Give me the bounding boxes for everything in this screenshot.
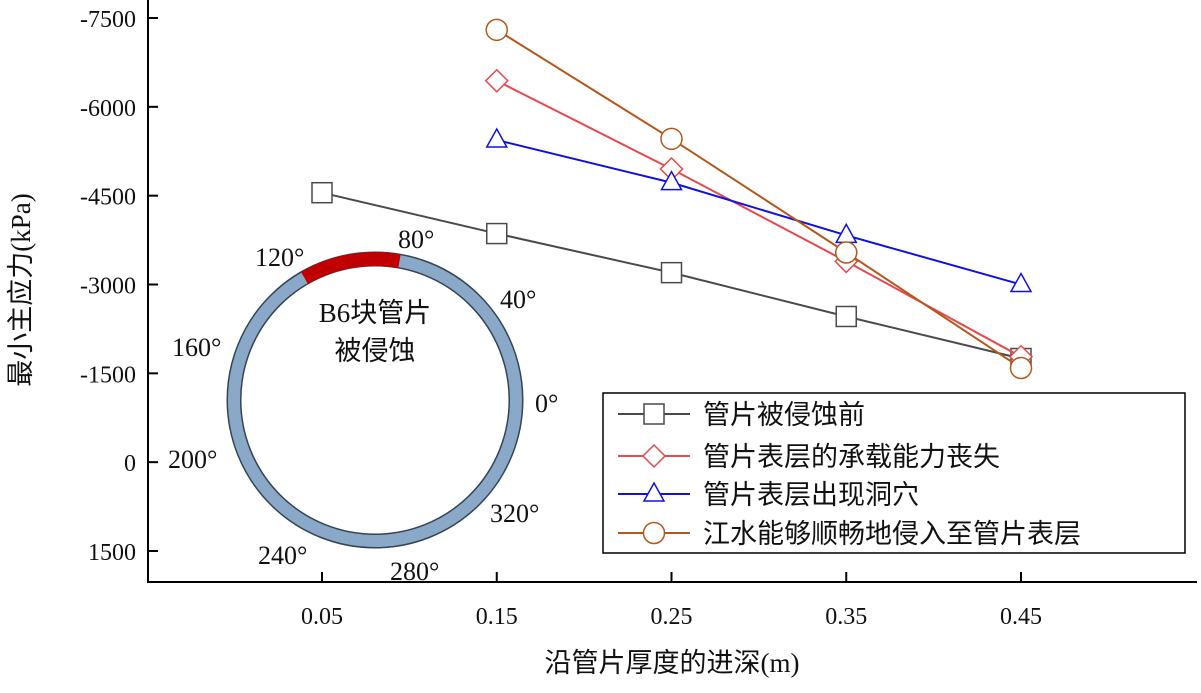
y-tick-label: -7500 [80,7,136,33]
data-point-circle [485,18,508,42]
inset-label-line2: 被侵蚀 [335,336,416,366]
y-tick-label: -6000 [80,96,136,122]
x-axis-label: 沿管片厚度的进深(m) [545,648,800,678]
x-tick-label: 0.15 [476,604,518,630]
y-tick-label: -4500 [80,185,136,211]
y-tick-label: 0 [124,451,136,477]
series-layer [311,18,1034,380]
legend-marker-square [643,403,665,425]
series-2 [484,68,1034,369]
x-tick-label: 0.25 [651,604,693,630]
legend-item: 管片被侵蚀前 [618,400,865,430]
angle-label: 80° [398,225,434,254]
x-tick-label: 0.05 [301,604,343,630]
data-point-circle [660,127,683,151]
legend-item: 管片表层出现洞穴 [618,480,919,510]
data-point-triangle [660,170,683,191]
axes: 0.05 0.15 0.25 0.35 0.45 -7500 -6000 -4500 -3000… [80,0,1197,630]
y-axis-label: 最小主应力(kPa) [6,193,36,386]
legend-label: 管片表层出现洞穴 [703,480,919,510]
data-point-circle [835,241,858,264]
legend-marker-circle [642,521,666,545]
x-tick-label: 0.35 [825,604,867,630]
data-point-square [486,222,508,245]
data-point-diamond [484,68,509,93]
series-3 [485,127,1033,293]
angle-label: 280° [390,557,439,586]
angle-label: 0° [535,389,558,418]
data-point-circle [1009,356,1033,380]
legend-label: 管片表层的承载能力丧失 [703,442,1000,472]
y-tick-label: -1500 [80,362,136,388]
x-tick-label: 0.45 [1000,604,1042,630]
angle-label: 320° [490,499,539,528]
inset-label-line1: B6块管片 [319,298,432,328]
angle-label: 160° [172,333,221,362]
angle-label: 200° [168,445,217,474]
angle-label: 120° [255,243,304,272]
legend-marker-triangle [642,481,666,502]
data-point-square [311,181,333,204]
legend-marker-diamond [641,443,667,469]
series-line [496,28,1022,369]
angle-label: 240° [258,541,307,570]
legend-item: 江水能够顺畅地侵入至管片表层 [618,519,1081,549]
eroded-segment [301,252,401,285]
data-point-square [660,261,683,284]
series-1 [311,181,1032,370]
data-point-triangle [485,127,509,148]
legend-box [602,392,1186,554]
y-tick-label: 1500 [88,540,136,566]
series-4 [485,18,1033,380]
y-tick-label: -3000 [80,274,136,300]
data-point-square [835,305,857,328]
angle-label: 40° [500,285,536,314]
series-line [496,139,1022,286]
legend-item: 管片表层的承载能力丧失 [618,442,1000,472]
legend-label: 江水能够顺畅地侵入至管片表层 [703,519,1081,549]
data-point-triangle [1009,271,1033,293]
legend-label: 管片被侵蚀前 [703,400,865,430]
